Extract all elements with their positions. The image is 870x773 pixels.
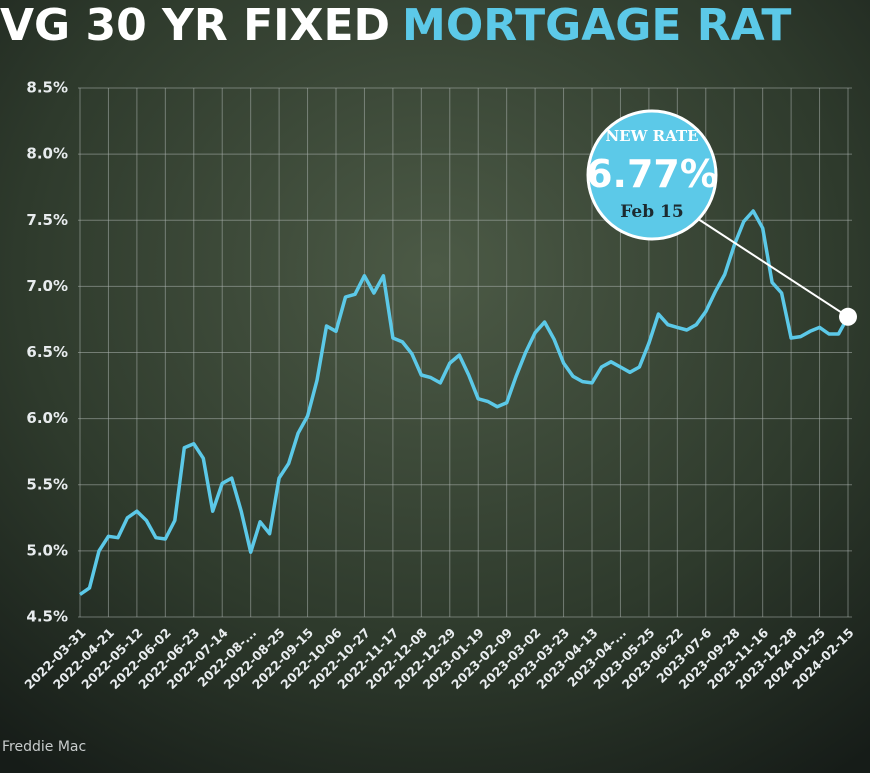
- last-point: [839, 307, 857, 326]
- y-tick-label: 6.0%: [26, 409, 68, 427]
- source: Freddie Mac: [2, 739, 86, 755]
- y-tick-label: 5.5%: [26, 475, 68, 493]
- annotation-heading: NEW RATE: [605, 127, 698, 145]
- y-tick-label: 8.5%: [26, 79, 68, 97]
- annotation-date: Feb 15: [620, 202, 683, 222]
- y-tick-label: 7.0%: [26, 277, 68, 295]
- y-tick-label: 6.5%: [26, 343, 68, 361]
- annotation-connector: [691, 214, 849, 318]
- y-tick-label: 5.0%: [26, 541, 68, 559]
- annotation-bubble: [586, 109, 718, 241]
- annotation-value: 6.77%: [586, 152, 718, 196]
- y-tick-label: 4.5%: [26, 608, 68, 626]
- plot: NEW RATE 6.77% Feb 15: [79, 109, 857, 596]
- y-tick-label: 7.5%: [26, 211, 68, 229]
- y-tick-label: 8.0%: [26, 145, 68, 163]
- line-series: [79, 209, 850, 596]
- chart-title: VG 30 YR FIXED MORTGAGE RAT: [0, 0, 791, 51]
